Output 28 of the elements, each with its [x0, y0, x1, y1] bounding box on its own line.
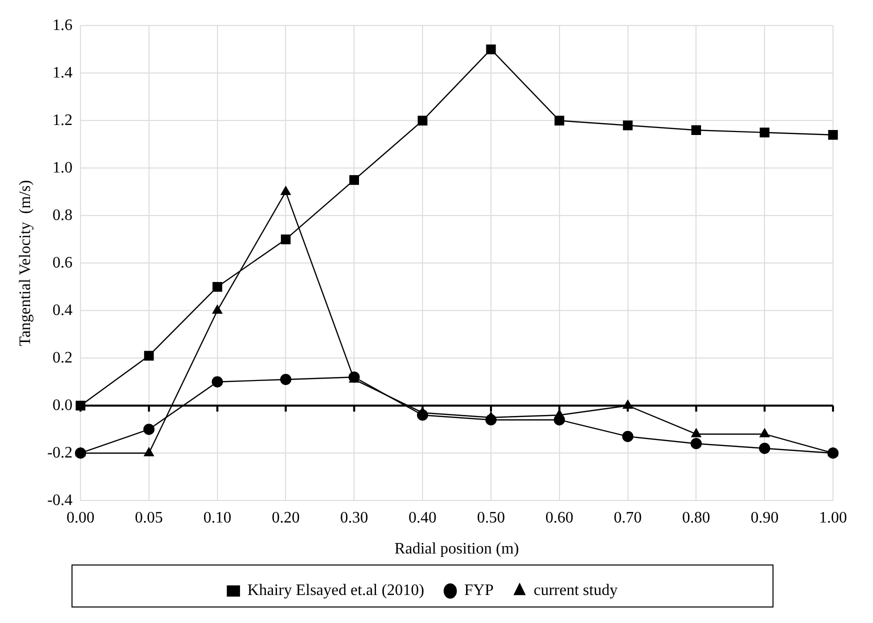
- x-tick-label: 0.60: [545, 509, 574, 526]
- legend-label: Khairy Elsayed et.al (2010): [247, 582, 424, 600]
- legend-label: FYP: [464, 582, 494, 600]
- y-tick-label: 1.2: [52, 112, 73, 129]
- y-tick-label: 0.0: [52, 396, 73, 414]
- legend-label: current study: [534, 582, 618, 600]
- y-tick-label: -0.2: [47, 444, 73, 462]
- x-tick-label: 0.70: [614, 509, 642, 526]
- x-axis-title: Radial position (m): [394, 540, 519, 558]
- y-axis-title: Tangential Velocity (m/s): [16, 180, 34, 346]
- x-tick-label: 0.30: [340, 509, 368, 526]
- x-tick-label: 0.20: [272, 509, 300, 526]
- y-tick-label: 0.8: [52, 206, 73, 224]
- x-tick-label: 0.90: [750, 509, 779, 526]
- y-tick-label: 1.6: [52, 16, 73, 34]
- y-tick-label: 0.6: [52, 254, 73, 272]
- x-tick-label: 0.80: [682, 509, 710, 526]
- y-tick-label: 0.4: [52, 302, 73, 319]
- x-tick-label: 0.05: [134, 509, 163, 526]
- y-tick-label: 1.0: [52, 159, 73, 176]
- x-tick-label: 1.00: [819, 509, 847, 526]
- y-tick-label: 0.2: [52, 349, 73, 366]
- x-tick-label: 0.40: [408, 509, 437, 526]
- x-tick-label: 0.10: [203, 509, 232, 526]
- y-tick-label: -0.4: [47, 492, 73, 509]
- x-tick-label: 0.00: [66, 509, 95, 526]
- x-tick-label: 0.50: [476, 509, 505, 526]
- y-tick-label: 1.4: [52, 64, 73, 82]
